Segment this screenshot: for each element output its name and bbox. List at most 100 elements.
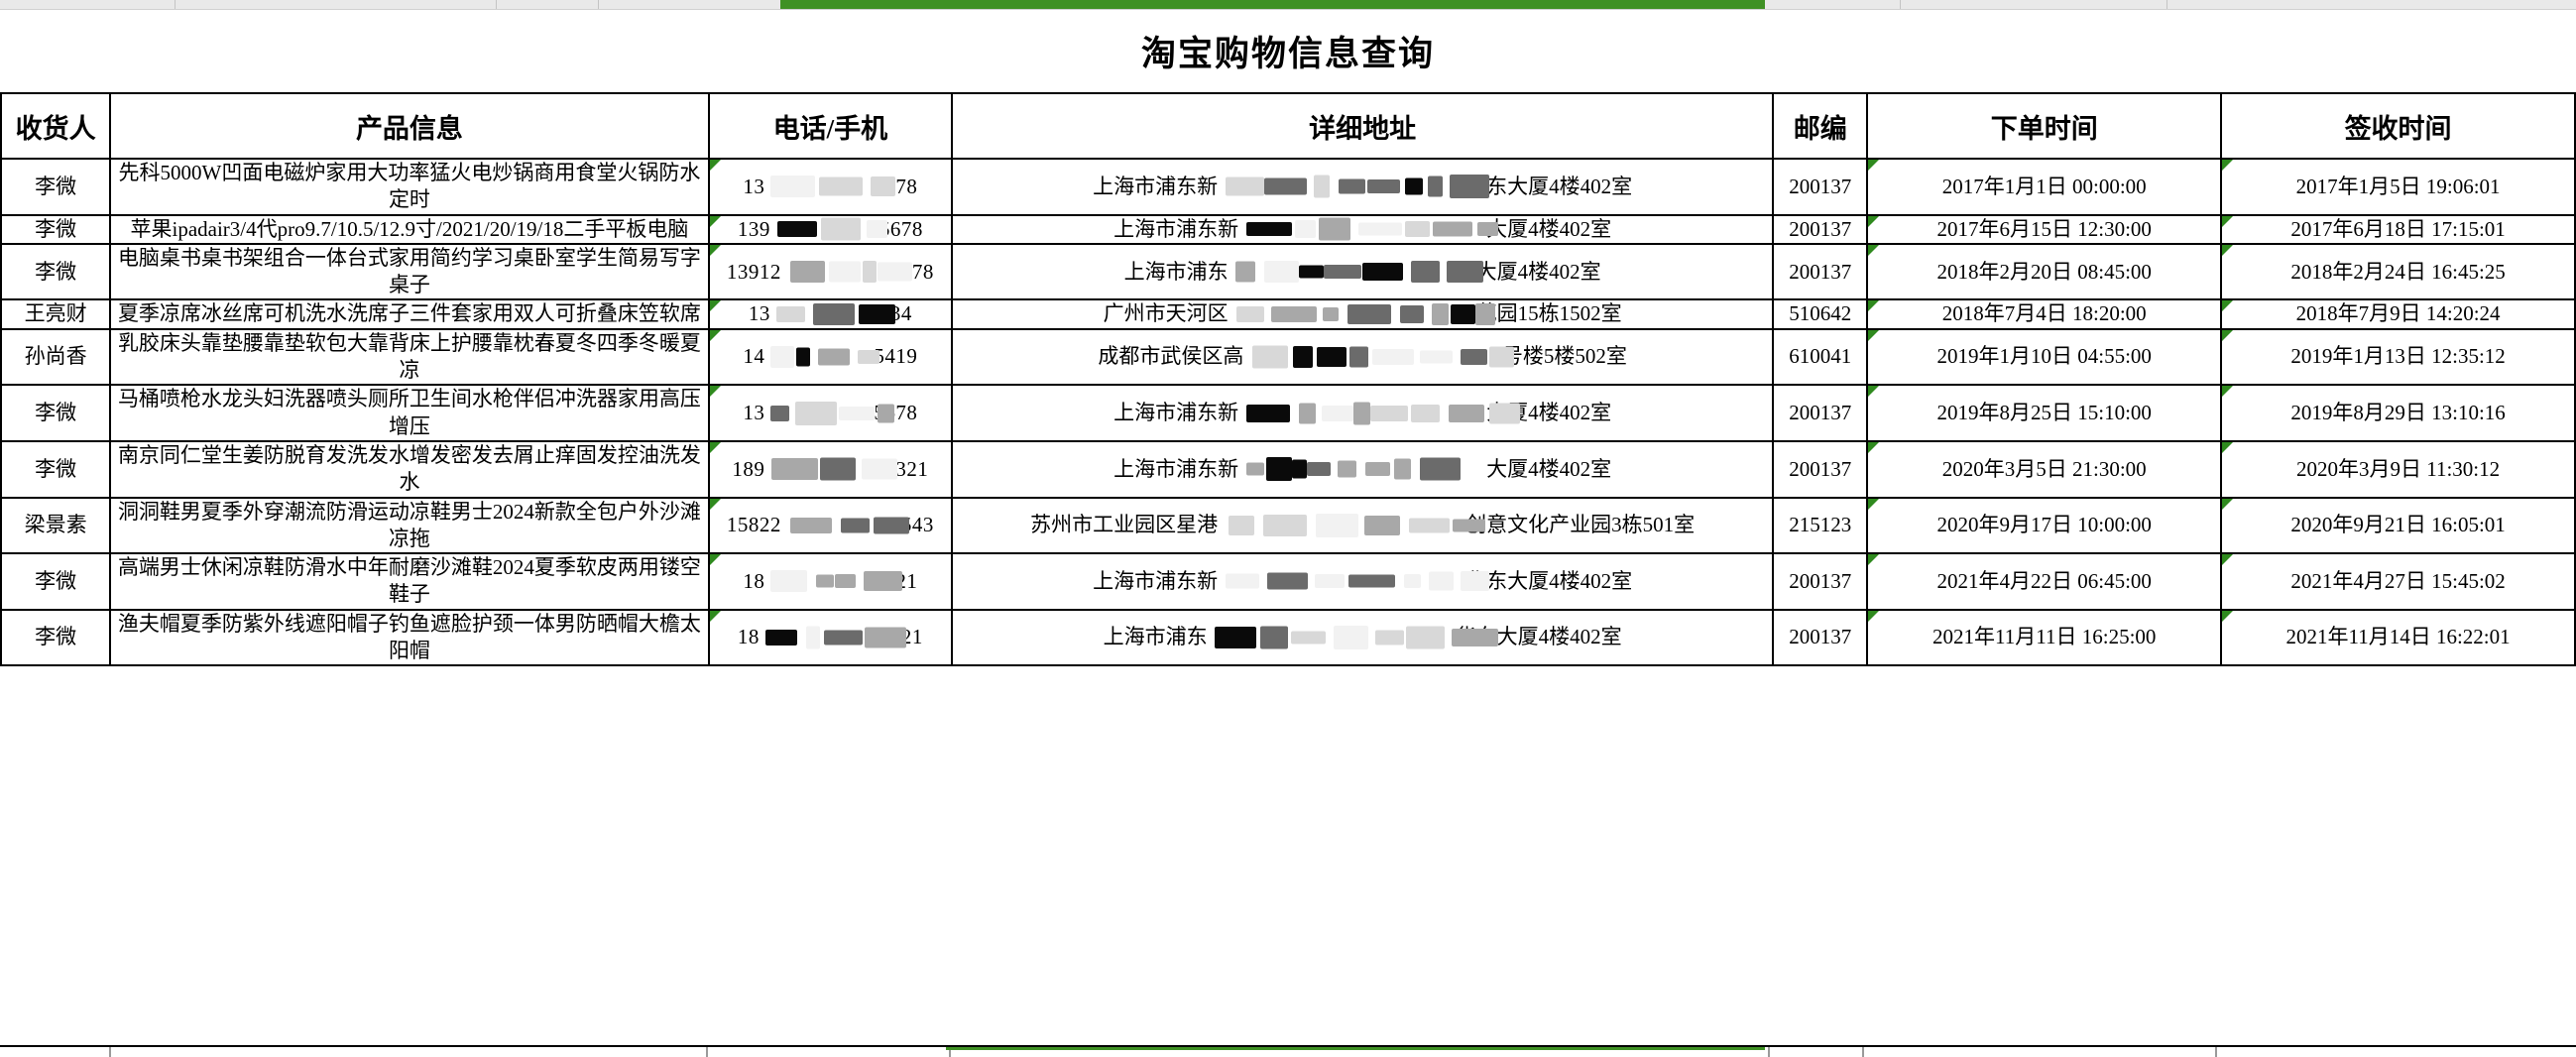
column-header-zip[interactable]: 邮编 bbox=[1772, 92, 1869, 160]
cell-product-info[interactable]: 马桶喷枪水龙头妇洗器喷头厕所卫生间水枪伴侣冲洗器家用高压增压 bbox=[109, 384, 710, 442]
column-header-phone[interactable]: 电话/手机 bbox=[707, 92, 954, 160]
cell-product-info[interactable]: 夏季凉席冰丝席可机洗水洗席子三件套家用双人可折叠床笠软席 bbox=[109, 298, 710, 330]
address-redacted-value: 上海市浦东新 大厦4楼402室 bbox=[1113, 216, 1612, 242]
cell-phone[interactable]: 15822 4543 bbox=[707, 496, 954, 555]
cell-product-info[interactable]: 洞洞鞋男夏季外穿潮流防滑运动凉鞋男士2024新款全包户外沙滩凉拖 bbox=[109, 496, 710, 555]
cell-address[interactable]: 成都市武侯区高 3号楼5楼502室 bbox=[951, 327, 1775, 387]
address-redacted-value: 成都市武侯区高 3号楼5楼502室 bbox=[1098, 343, 1627, 370]
phone-suffix: 5419 bbox=[874, 344, 918, 369]
phone-redacted-value: 13 5678 bbox=[743, 174, 917, 200]
cell-order-time[interactable]: 2021年4月22日 06:45:00 bbox=[1866, 552, 2223, 611]
cell-recipient-name[interactable]: 王亮财 bbox=[0, 298, 112, 330]
cell-zip[interactable]: 200137 bbox=[1772, 608, 1869, 667]
cell-recipient-name[interactable]: 李微 bbox=[0, 213, 112, 245]
cell-order-time[interactable]: 2020年3月5日 21:30:00 bbox=[1866, 439, 2223, 499]
selection-highlight-bar bbox=[780, 0, 1765, 9]
cell-address[interactable]: 上海市浦东新 大厦4楼402室 bbox=[951, 213, 1775, 245]
cell-address[interactable]: 上海市浦东新 华东大厦4楼402室 bbox=[951, 158, 1775, 216]
cell-order-time[interactable]: 2017年1月1日 00:00:00 bbox=[1866, 158, 2223, 216]
cell-zip[interactable]: 200137 bbox=[1772, 242, 1869, 301]
cell-phone[interactable]: 14 5419 bbox=[707, 327, 954, 387]
cell-order-time[interactable]: 2019年1月10日 04:55:00 bbox=[1866, 327, 2223, 387]
address-suffix: 大厦4楼402室 bbox=[1486, 216, 1612, 241]
phone-redacted-value: 15822 4543 bbox=[727, 512, 934, 538]
cell-zip[interactable]: 510642 bbox=[1772, 298, 1869, 330]
cell-address[interactable]: 苏州市工业园区星港 创意文化产业园3栋501室 bbox=[951, 496, 1775, 555]
next-row-sliver bbox=[0, 1045, 2576, 1057]
cell-product-info[interactable]: 高端男士休闲凉鞋防滑水中年耐磨沙滩鞋2024夏季软皮两用镂空鞋子 bbox=[109, 552, 710, 611]
spreadsheet-chrome-strip bbox=[0, 0, 2576, 10]
column-header-product[interactable]: 产品信息 bbox=[109, 92, 710, 160]
table-row: 李微 电脑桌书桌书架组合一体台式家用简约学习桌卧室学生简易写字桌子 13912 56… bbox=[0, 242, 2576, 301]
cell-divider bbox=[706, 1047, 708, 1057]
table-row: 李微 南京同仁堂生姜防脱育发洗发水增发密发去屑止痒固发控油洗发水 189 54321… bbox=[0, 439, 2576, 499]
cell-address[interactable]: 上海市浦东新 华东大厦4楼402室 bbox=[951, 552, 1775, 611]
cell-sign-time[interactable]: 2020年3月9日 11:30:12 bbox=[2220, 439, 2576, 499]
cell-sign-time[interactable]: 2017年6月18日 17:15:01 bbox=[2220, 213, 2576, 245]
column-header-address[interactable]: 详细地址 bbox=[951, 92, 1775, 160]
cell-address[interactable]: 上海市浦东 华东大厦4楼402室 bbox=[951, 608, 1775, 667]
cell-product-info[interactable]: 电脑桌书桌书架组合一体台式家用简约学习桌卧室学生简易写字桌子 bbox=[109, 242, 710, 301]
cell-recipient-name[interactable]: 李微 bbox=[0, 608, 112, 667]
cell-product-info[interactable]: 渔夫帽夏季防紫外线遮阳帽子钓鱼遮脸护颈一体男防晒帽大檐太阳帽 bbox=[109, 608, 710, 667]
cell-sign-time[interactable]: 2021年11月14日 16:22:01 bbox=[2220, 608, 2576, 667]
cell-address[interactable]: 上海市浦东 大厦4楼402室 bbox=[951, 242, 1775, 301]
cell-order-time[interactable]: 2018年2月20日 08:45:00 bbox=[1866, 242, 2223, 301]
cell-order-time[interactable]: 2021年11月11日 16:25:00 bbox=[1866, 608, 2223, 667]
cell-zip[interactable]: 200137 bbox=[1772, 384, 1869, 442]
cell-sign-time[interactable]: 2021年4月27日 15:45:02 bbox=[2220, 552, 2576, 611]
cell-product-info[interactable]: 苹果ipadair3/4代pro9.7/10.5/12.9寸/2021/20/1… bbox=[109, 213, 710, 245]
cell-phone[interactable]: 139 5678 bbox=[707, 213, 954, 245]
cell-phone[interactable]: 18 4321 bbox=[707, 552, 954, 611]
cell-phone[interactable]: 13912 5678 bbox=[707, 242, 954, 301]
cell-recipient-name[interactable]: 梁景素 bbox=[0, 496, 112, 555]
cell-recipient-name[interactable]: 李微 bbox=[0, 158, 112, 216]
cell-sign-time[interactable]: 2017年1月5日 19:06:01 bbox=[2220, 158, 2576, 216]
cell-order-time[interactable]: 2017年6月15日 12:30:00 bbox=[1866, 213, 2223, 245]
cell-zip[interactable]: 200137 bbox=[1772, 158, 1869, 216]
cell-sign-time[interactable]: 2020年9月21日 16:05:01 bbox=[2220, 496, 2576, 555]
cell-divider bbox=[1862, 1047, 1864, 1057]
cell-product-info[interactable]: 乳胶床头靠垫腰靠垫软包大靠背床上护腰靠枕春夏冬四季冬暖夏凉 bbox=[109, 327, 710, 387]
address-prefix: 上海市浦东新 bbox=[1093, 174, 1219, 198]
purchase-info-table: 收货人 产品信息 电话/手机 详细地址 邮编 下单时间 签收时间 李微 先科500… bbox=[0, 92, 2576, 667]
cell-product-info[interactable]: 先科5000W凹面电磁炉家用大功率猛火电炒锅商用食堂火锅防水定时 bbox=[109, 158, 710, 216]
cell-zip[interactable]: 200137 bbox=[1772, 439, 1869, 499]
cell-divider bbox=[2215, 1047, 2217, 1057]
cell-order-time[interactable]: 2019年8月25日 15:10:00 bbox=[1866, 384, 2223, 442]
cell-product-info[interactable]: 南京同仁堂生姜防脱育发洗发水增发密发去屑止痒固发控油洗发水 bbox=[109, 439, 710, 499]
cell-sign-time[interactable]: 2018年2月24日 16:45:25 bbox=[2220, 242, 2576, 301]
cell-phone[interactable]: 13 5678 bbox=[707, 158, 954, 216]
cell-phone[interactable]: 13 234 bbox=[707, 298, 954, 330]
cell-zip[interactable]: 200137 bbox=[1772, 213, 1869, 245]
cell-zip[interactable]: 610041 bbox=[1772, 327, 1869, 387]
cell-sign-time[interactable]: 2018年7月9日 14:20:24 bbox=[2220, 298, 2576, 330]
cell-phone[interactable]: 18 54321 bbox=[707, 608, 954, 667]
cell-order-time[interactable]: 2020年9月17日 10:00:00 bbox=[1866, 496, 2223, 555]
cell-address[interactable]: 上海市浦东新 大厦4楼402室 bbox=[951, 439, 1775, 499]
cell-address[interactable]: 上海市浦东新 大厦4楼402室 bbox=[951, 384, 1775, 442]
cell-recipient-name[interactable]: 李微 bbox=[0, 552, 112, 611]
column-header-sign-time[interactable]: 签收时间 bbox=[2220, 92, 2576, 160]
cell-recipient-name[interactable]: 孙尚香 bbox=[0, 327, 112, 387]
column-header-order-time[interactable]: 下单时间 bbox=[1866, 92, 2223, 160]
cell-sign-time[interactable]: 2019年8月29日 13:10:16 bbox=[2220, 384, 2576, 442]
address-redacted-value: 广州市天河区 花园15栋1502室 bbox=[1104, 302, 1622, 327]
phone-suffix: 5678 bbox=[889, 259, 934, 284]
phone-prefix: 14 bbox=[743, 344, 765, 369]
column-header-name[interactable]: 收货人 bbox=[0, 92, 112, 160]
cell-phone[interactable]: 13 5678 bbox=[707, 384, 954, 442]
phone-redacted-value: 139 5678 bbox=[738, 217, 923, 242]
cell-recipient-name[interactable]: 李微 bbox=[0, 242, 112, 301]
cell-recipient-name[interactable]: 李微 bbox=[0, 439, 112, 499]
table-row: 孙尚香 乳胶床头靠垫腰靠垫软包大靠背床上护腰靠枕春夏冬四季冬暖夏凉 14 5419 成… bbox=[0, 327, 2576, 387]
cell-phone[interactable]: 189 54321 bbox=[707, 439, 954, 499]
cell-zip[interactable]: 200137 bbox=[1772, 552, 1869, 611]
cell-zip[interactable]: 215123 bbox=[1772, 496, 1869, 555]
phone-suffix: 5678 bbox=[874, 174, 918, 198]
cell-recipient-name[interactable]: 李微 bbox=[0, 384, 112, 442]
cell-address[interactable]: 广州市天河区 花园15栋1502室 bbox=[951, 298, 1775, 330]
cell-order-time[interactable]: 2018年7月4日 18:20:00 bbox=[1866, 298, 2223, 330]
cell-sign-time[interactable]: 2019年1月13日 12:35:12 bbox=[2220, 327, 2576, 387]
